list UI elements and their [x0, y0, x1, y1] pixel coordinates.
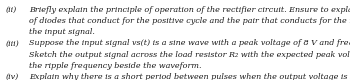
Text: the ripple frequency beside the waveform.: the ripple frequency beside the waveform…: [29, 62, 202, 70]
Text: Suppose the input signal vs(t) is a sine wave with a peak voltage of 8 V and fre: Suppose the input signal vs(t) is a sine…: [29, 39, 350, 47]
Text: (iv): (iv): [6, 73, 19, 80]
Text: Explain why there is a short period between pulses when the output voltage is ze: Explain why there is a short period betw…: [29, 73, 350, 80]
Text: of diodes that conduct for the positive cycle and the pair that conducts for the: of diodes that conduct for the positive …: [29, 17, 350, 25]
Text: (ii): (ii): [6, 6, 17, 14]
Text: Sketch the output signal across the load resistor R₂ with the expected peak volt: Sketch the output signal across the load…: [29, 51, 350, 59]
Text: Briefly explain the principle of operation of the rectifier circuit. Ensure to e: Briefly explain the principle of operati…: [29, 6, 350, 14]
Text: the input signal.: the input signal.: [29, 28, 95, 36]
Text: (iii): (iii): [6, 39, 20, 47]
